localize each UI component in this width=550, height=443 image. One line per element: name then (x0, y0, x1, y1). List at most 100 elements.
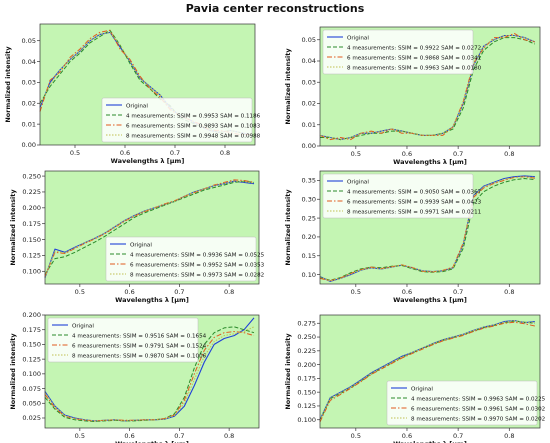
series-line-4 (44, 326, 255, 422)
y-tick-label: 0.35 (302, 177, 316, 185)
y-tick-label: 0.00 (22, 141, 36, 149)
legend-box (386, 380, 538, 426)
y-tick-label: 0.200 (22, 311, 41, 319)
series-line-2 (44, 180, 255, 275)
y-tick-label: 0.02 (22, 99, 36, 107)
y-tick-label: 0.25 (302, 214, 316, 222)
chart-6: 0.5 0.6 0.7 0.8 0.100 0.125 0.150 0.175 0.200 0.2… (284, 314, 546, 443)
y-tick-label: 0.050 (22, 399, 41, 407)
legend-label-2: 4 measurements: SSIM = 0.9963 SAM = 0.02… (411, 396, 546, 402)
legend-box (322, 173, 474, 219)
x-tick-label: 0.8 (224, 288, 234, 296)
chart-1: 0.5 0.6 0.7 0.8 0.00 0.01 0.02 0.03 0.04 0.05 Wave… (4, 23, 261, 165)
series-line-3 (319, 32, 536, 141)
plot-frame (319, 26, 541, 147)
y-tick-label: 0.100 (297, 416, 316, 424)
x-tick-label: 0.5 (351, 150, 361, 158)
plot-frame (39, 23, 256, 146)
series-line-4 (319, 35, 536, 141)
chart-4: 0.5 0.6 0.7 0.8 0.10 0.15 0.20 0.25 0.30 0.35 Wave… (284, 170, 541, 304)
legend-box (101, 97, 253, 143)
x-tick-label: 0.5 (70, 149, 80, 157)
y-axis-label: Normalized intensity (9, 189, 17, 266)
x-tick-label: 0.5 (351, 288, 361, 296)
legend-label-4: 8 measurements: SSIM = 0.9948 SAM = 0.09… (126, 133, 261, 139)
x-axis-label: Wavelengths λ [μm] (115, 296, 189, 304)
legend-label-4: 8 measurements: SSIM = 0.9963 SAM = 0.01… (347, 65, 482, 71)
legend-label-2: 4 measurements: SSIM = 0.9936 SAM = 0.05… (130, 252, 265, 258)
y-tick-label: 0.03 (302, 78, 316, 86)
y-tick-label: 0.02 (302, 100, 316, 108)
x-tick-label: 0.6 (124, 288, 134, 296)
legend-label-1: Original (347, 35, 369, 41)
legend-box (322, 29, 474, 75)
x-tick-label: 0.5 (75, 288, 85, 296)
x-axis-label: Wavelengths λ [μm] (393, 440, 467, 443)
legend-label-2: 4 measurements: SSIM = 0.9953 SAM = 0.11… (126, 113, 261, 119)
legend-label-3: 6 measurements: SSIM = 0.9939 SAM = 0.04… (347, 199, 482, 205)
legend-label-2: 4 measurements: SSIM = 0.9922 SAM = 0.02… (347, 45, 481, 51)
legend-box (47, 317, 199, 363)
y-tick-label: 0.05 (302, 36, 316, 44)
chart-3: 0.5 0.6 0.7 0.8 0.100 0.125 0.150 0.175 0.200 0.2… (9, 170, 265, 304)
legend-label-1: Original (411, 386, 433, 392)
chart-5: 0.5 0.6 0.7 0.8 0.025 0.050 0.075 0.100 0.125 0.1… (9, 311, 260, 443)
x-tick-label: 0.8 (504, 432, 514, 440)
series-line-2 (44, 326, 255, 422)
x-tick-label: 0.8 (220, 149, 230, 157)
y-tick-label: 0.150 (297, 388, 316, 396)
y-tick-label: 0.225 (22, 188, 41, 196)
legend-label-3: 6 measurements: SSIM = 0.9961 SAM = 0.03… (411, 406, 545, 412)
legend-label-3: 6 measurements: SSIM = 0.9791 SAM = 0.15… (72, 343, 207, 349)
y-tick-label: 0.175 (22, 326, 41, 334)
x-axis-label: Wavelengths λ [μm] (115, 440, 189, 443)
y-axis-label: Normalized intensity (4, 46, 12, 123)
series-line-2 (319, 178, 535, 281)
legend-label-4: 8 measurements: SSIM = 0.9870 SAM = 0.10… (72, 353, 207, 359)
y-tick-label: 0.125 (297, 402, 316, 410)
y-axis-label: Normalized intensity (284, 333, 292, 410)
x-tick-label: 0.6 (124, 432, 134, 440)
y-tick-label: 0.20 (302, 233, 316, 241)
series-line-3 (319, 321, 536, 423)
y-tick-label: 0.01 (22, 120, 36, 128)
y-tick-label: 0.250 (297, 333, 316, 341)
series-line-4 (44, 180, 255, 278)
y-tick-label: 0.04 (22, 58, 36, 66)
y-tick-label: 0.275 (297, 319, 316, 327)
y-tick-label: 0.025 (22, 414, 41, 422)
x-tick-label: 0.7 (453, 288, 463, 296)
legend-box (105, 236, 257, 282)
plot-frame (319, 170, 541, 285)
plot-frame (44, 170, 260, 285)
y-tick-label: 0.10 (302, 271, 316, 279)
y-tick-label: 0.00 (302, 142, 316, 150)
x-tick-label: 0.6 (402, 288, 412, 296)
legend-label-2: 4 measurements: SSIM = 0.9516 SAM = 0.16… (72, 333, 207, 339)
x-axis-label: Wavelengths λ [μm] (393, 158, 467, 166)
x-tick-label: 0.5 (75, 432, 85, 440)
legend-label-1: Original (72, 323, 94, 329)
series-line-4 (319, 176, 535, 282)
x-axis-label: Wavelengths λ [μm] (393, 296, 467, 304)
y-tick-label: 0.100 (22, 370, 41, 378)
y-tick-label: 0.04 (302, 57, 316, 65)
series-line-3 (44, 179, 255, 277)
x-tick-label: 0.6 (402, 432, 412, 440)
y-tick-label: 0.30 (302, 195, 316, 203)
x-axis-label: Wavelengths λ [μm] (111, 157, 185, 165)
x-tick-label: 0.7 (453, 432, 463, 440)
legend-label-3: 6 measurements: SSIM = 0.9868 SAM = 0.03… (347, 55, 482, 61)
y-axis-label: Normalized intensity (9, 333, 17, 410)
y-tick-label: 0.03 (22, 79, 36, 87)
y-tick-label: 0.01 (302, 121, 316, 129)
x-tick-label: 0.7 (174, 432, 184, 440)
legend-label-4: 8 measurements: SSIM = 0.9970 SAM = 0.02… (411, 416, 545, 422)
x-tick-label: 0.7 (453, 150, 463, 158)
plot-frame (319, 314, 541, 429)
x-tick-label: 0.8 (504, 288, 514, 296)
legend-label-1: Original (126, 103, 148, 109)
series-line-4 (319, 320, 535, 421)
legend-label-2: 4 measurements: SSIM = 0.9050 SAM = 0.03… (347, 189, 482, 195)
x-tick-label: 0.7 (170, 149, 180, 157)
